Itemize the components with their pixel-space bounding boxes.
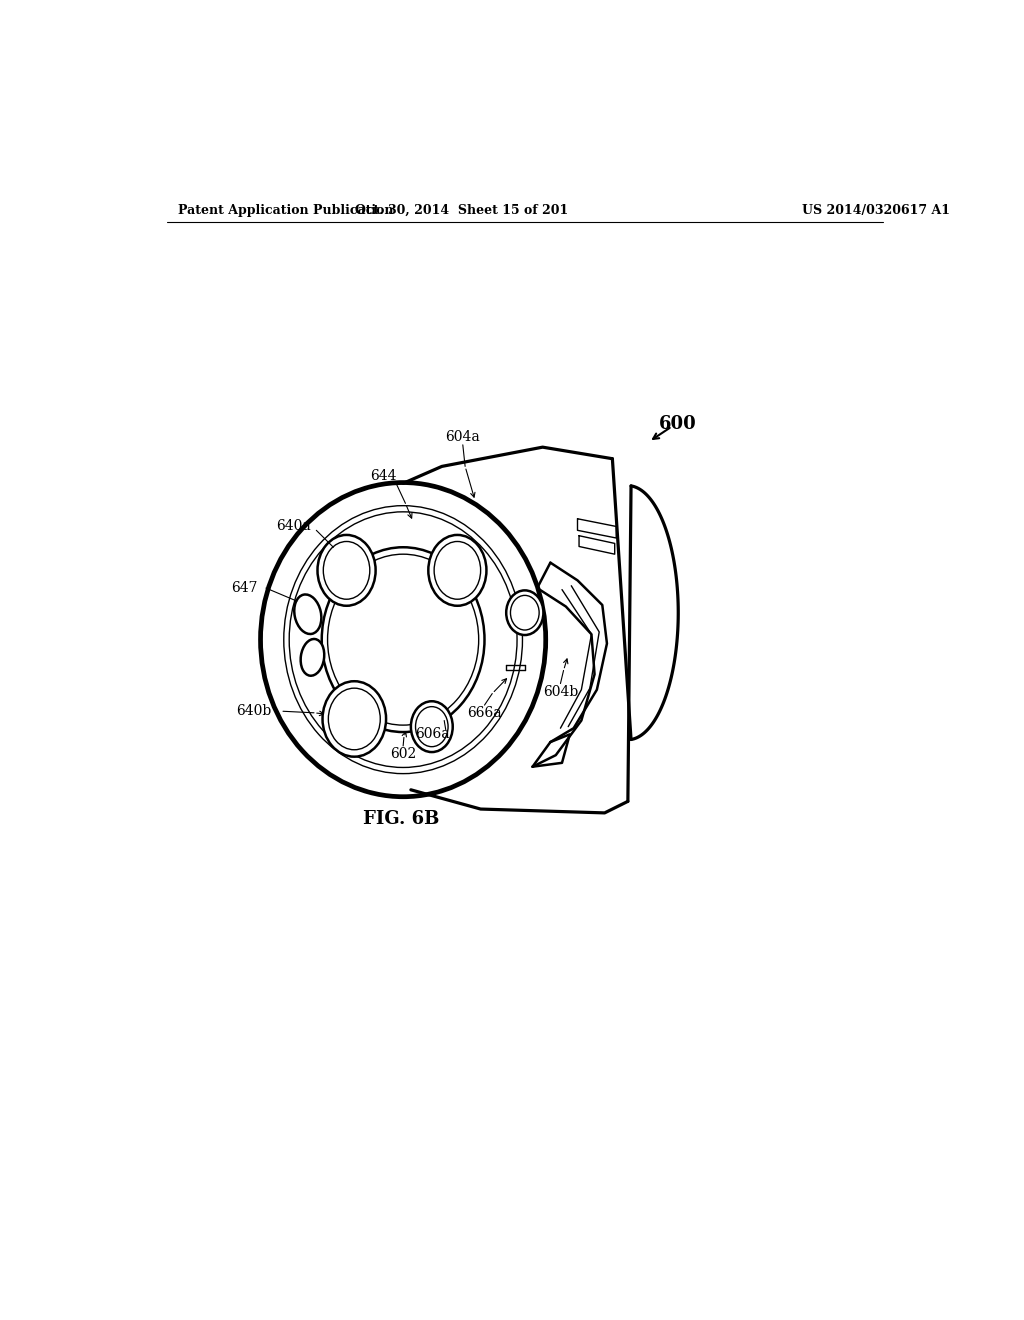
- Ellipse shape: [428, 535, 486, 606]
- Text: Patent Application Publication: Patent Application Publication: [178, 205, 394, 218]
- Text: 666a: 666a: [467, 706, 502, 719]
- Text: 606a: 606a: [416, 727, 450, 742]
- Ellipse shape: [260, 482, 547, 797]
- Text: FIG. 6B: FIG. 6B: [362, 810, 439, 828]
- Text: 604b: 604b: [543, 685, 579, 700]
- Ellipse shape: [322, 548, 484, 733]
- Text: 604a: 604a: [445, 430, 480, 444]
- Ellipse shape: [506, 590, 544, 635]
- Text: Oct. 30, 2014  Sheet 15 of 201: Oct. 30, 2014 Sheet 15 of 201: [354, 205, 568, 218]
- Ellipse shape: [317, 535, 376, 606]
- Ellipse shape: [323, 681, 386, 756]
- Ellipse shape: [301, 639, 325, 676]
- Text: 600: 600: [659, 414, 697, 433]
- Text: 640b: 640b: [236, 705, 271, 718]
- Text: 647: 647: [231, 581, 257, 595]
- Ellipse shape: [294, 594, 322, 634]
- Ellipse shape: [411, 701, 453, 752]
- Text: 640a: 640a: [275, 520, 310, 533]
- Text: 602: 602: [390, 747, 416, 760]
- Text: 644: 644: [371, 469, 397, 483]
- Text: US 2014/0320617 A1: US 2014/0320617 A1: [802, 205, 950, 218]
